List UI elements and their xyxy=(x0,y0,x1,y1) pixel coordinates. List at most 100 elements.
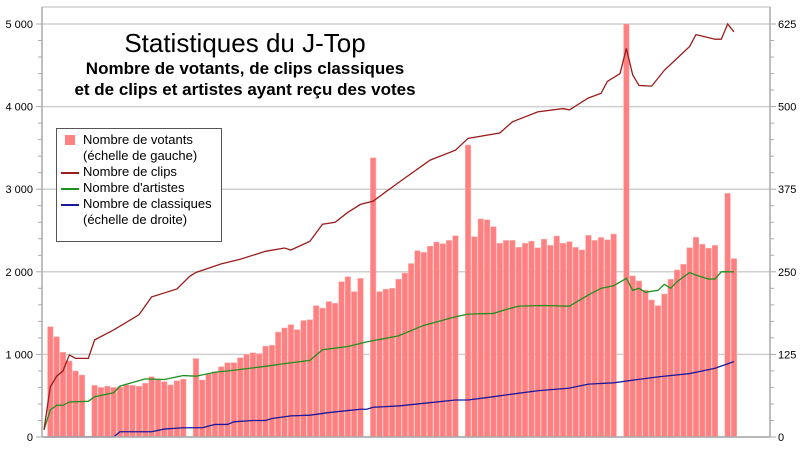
legend-label: Nombre de classiques xyxy=(83,196,212,211)
bar-votants xyxy=(604,239,611,438)
bar-votants xyxy=(446,240,453,438)
right-tick-label: 500 xyxy=(778,102,796,114)
bar-votants xyxy=(211,371,218,438)
left-tick-label: 3 000 xyxy=(5,184,33,196)
bar-votants xyxy=(724,193,731,438)
bar-votants xyxy=(699,244,706,438)
bar-votants xyxy=(591,240,598,438)
bar-votants xyxy=(680,264,687,438)
bar-votants xyxy=(528,240,535,438)
bar-votants xyxy=(515,247,522,438)
chart-subtitle-line-1: Nombre de votants, de clips classiques xyxy=(85,59,405,78)
bar-votants xyxy=(686,247,693,438)
bar-votants xyxy=(503,240,510,438)
bar-votants xyxy=(408,263,415,438)
line-classiques xyxy=(44,361,735,438)
bar-votants xyxy=(420,252,427,438)
bar-votants xyxy=(249,352,256,438)
bar-votants xyxy=(230,362,237,438)
bar-votants xyxy=(135,385,142,438)
legend-item-artistes: Nombre d'artistes xyxy=(61,180,217,196)
bar-votants xyxy=(192,358,199,438)
right-tick-label: 625 xyxy=(778,19,796,31)
bar-votants xyxy=(465,144,472,438)
bar-votants xyxy=(439,243,446,438)
series-lines xyxy=(43,22,735,438)
bar-votants xyxy=(471,236,478,438)
bar-votants xyxy=(294,329,301,438)
bar-votants xyxy=(610,233,617,438)
bar-votants xyxy=(673,269,681,438)
bar-votants xyxy=(395,278,402,438)
legend-item-classiques: Nombre de classiques (échelle de droite) xyxy=(61,196,217,228)
bar-votants xyxy=(306,319,313,438)
bar-votants xyxy=(53,336,60,438)
bar-votants xyxy=(692,237,700,438)
left-tick-label: 2 000 xyxy=(5,267,33,279)
bar-votants xyxy=(262,345,269,438)
bar-votants xyxy=(66,360,73,438)
bar-votants xyxy=(560,243,567,438)
bar-votants xyxy=(47,326,54,438)
bar-votants xyxy=(300,320,307,438)
bar-votants xyxy=(509,240,516,438)
bar-votants xyxy=(344,276,351,438)
bar-votants xyxy=(522,243,529,438)
bar-votants xyxy=(357,278,364,438)
bar-votants xyxy=(116,386,123,438)
bar-votants xyxy=(401,272,408,438)
right-tick-label: 250 xyxy=(778,267,796,279)
bar-votants xyxy=(566,241,573,438)
bar-votants xyxy=(598,237,605,438)
bar-votants xyxy=(427,245,434,438)
bar-votants xyxy=(142,383,149,438)
bar-votants xyxy=(78,374,85,438)
legend-swatch-artistes xyxy=(61,188,79,190)
bar-votants xyxy=(287,324,294,438)
left-tick-label: 4 000 xyxy=(5,102,33,114)
legend-swatch-classiques xyxy=(61,204,79,206)
bar-votants xyxy=(325,301,332,438)
bar-votants xyxy=(319,307,326,438)
bar-votants xyxy=(224,362,231,438)
legend: Nombre de votants (échelle de gauche) Nom… xyxy=(56,128,222,242)
bar-votants xyxy=(91,385,98,438)
bar-votants xyxy=(414,250,421,438)
bar-votants xyxy=(332,302,339,438)
bar-votants xyxy=(452,235,459,438)
left-tick-label: 1 000 xyxy=(5,349,33,361)
bar-votants xyxy=(110,387,117,438)
bar-votants xyxy=(541,238,548,438)
legend-label-scale: (échelle de droite) xyxy=(83,212,188,227)
left-tick-label: 0 xyxy=(27,432,33,444)
bar-votants xyxy=(148,376,155,438)
axes: 0 1 000 2 000 3 000 4 000 5 000 0 125 250 375 500 6… xyxy=(5,7,796,444)
bar-votants xyxy=(730,258,737,438)
bar-votants xyxy=(123,384,130,438)
bar-votants xyxy=(477,218,484,438)
chart-title: Statistiques du J-Top xyxy=(124,28,366,58)
bar-votants xyxy=(281,327,288,438)
right-tick-label: 375 xyxy=(778,184,796,196)
bar-votants xyxy=(338,281,345,438)
bar-votants xyxy=(585,235,592,438)
bar-votants xyxy=(313,305,320,438)
bar-votants xyxy=(351,291,358,438)
legend-item-votants: Nombre de votants (échelle de gauche) xyxy=(61,132,217,164)
bar-votants xyxy=(642,289,649,438)
bar-votants xyxy=(199,379,206,438)
line-clips xyxy=(43,22,735,430)
bar-votants xyxy=(154,379,161,438)
bar-votants xyxy=(667,279,674,438)
chart-subtitle-line-2: et de clips et artistes ayant reçu des v… xyxy=(74,80,416,99)
bar-votants xyxy=(705,248,712,438)
legend-label: Nombre de clips xyxy=(83,164,177,179)
bar-votants xyxy=(376,291,383,438)
bar-votants xyxy=(256,353,263,438)
chart-title-block: Statistiques du J-Top Nombre de votants,… xyxy=(60,28,430,100)
bar-votants xyxy=(484,219,491,438)
bar-votants xyxy=(623,23,630,438)
right-tick-label: 125 xyxy=(778,349,796,361)
legend-label: Nombre d'artistes xyxy=(83,180,185,195)
